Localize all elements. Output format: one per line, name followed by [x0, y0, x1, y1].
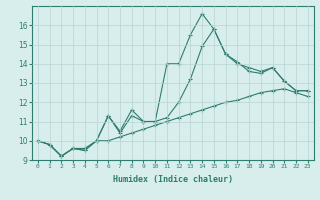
- X-axis label: Humidex (Indice chaleur): Humidex (Indice chaleur): [113, 175, 233, 184]
